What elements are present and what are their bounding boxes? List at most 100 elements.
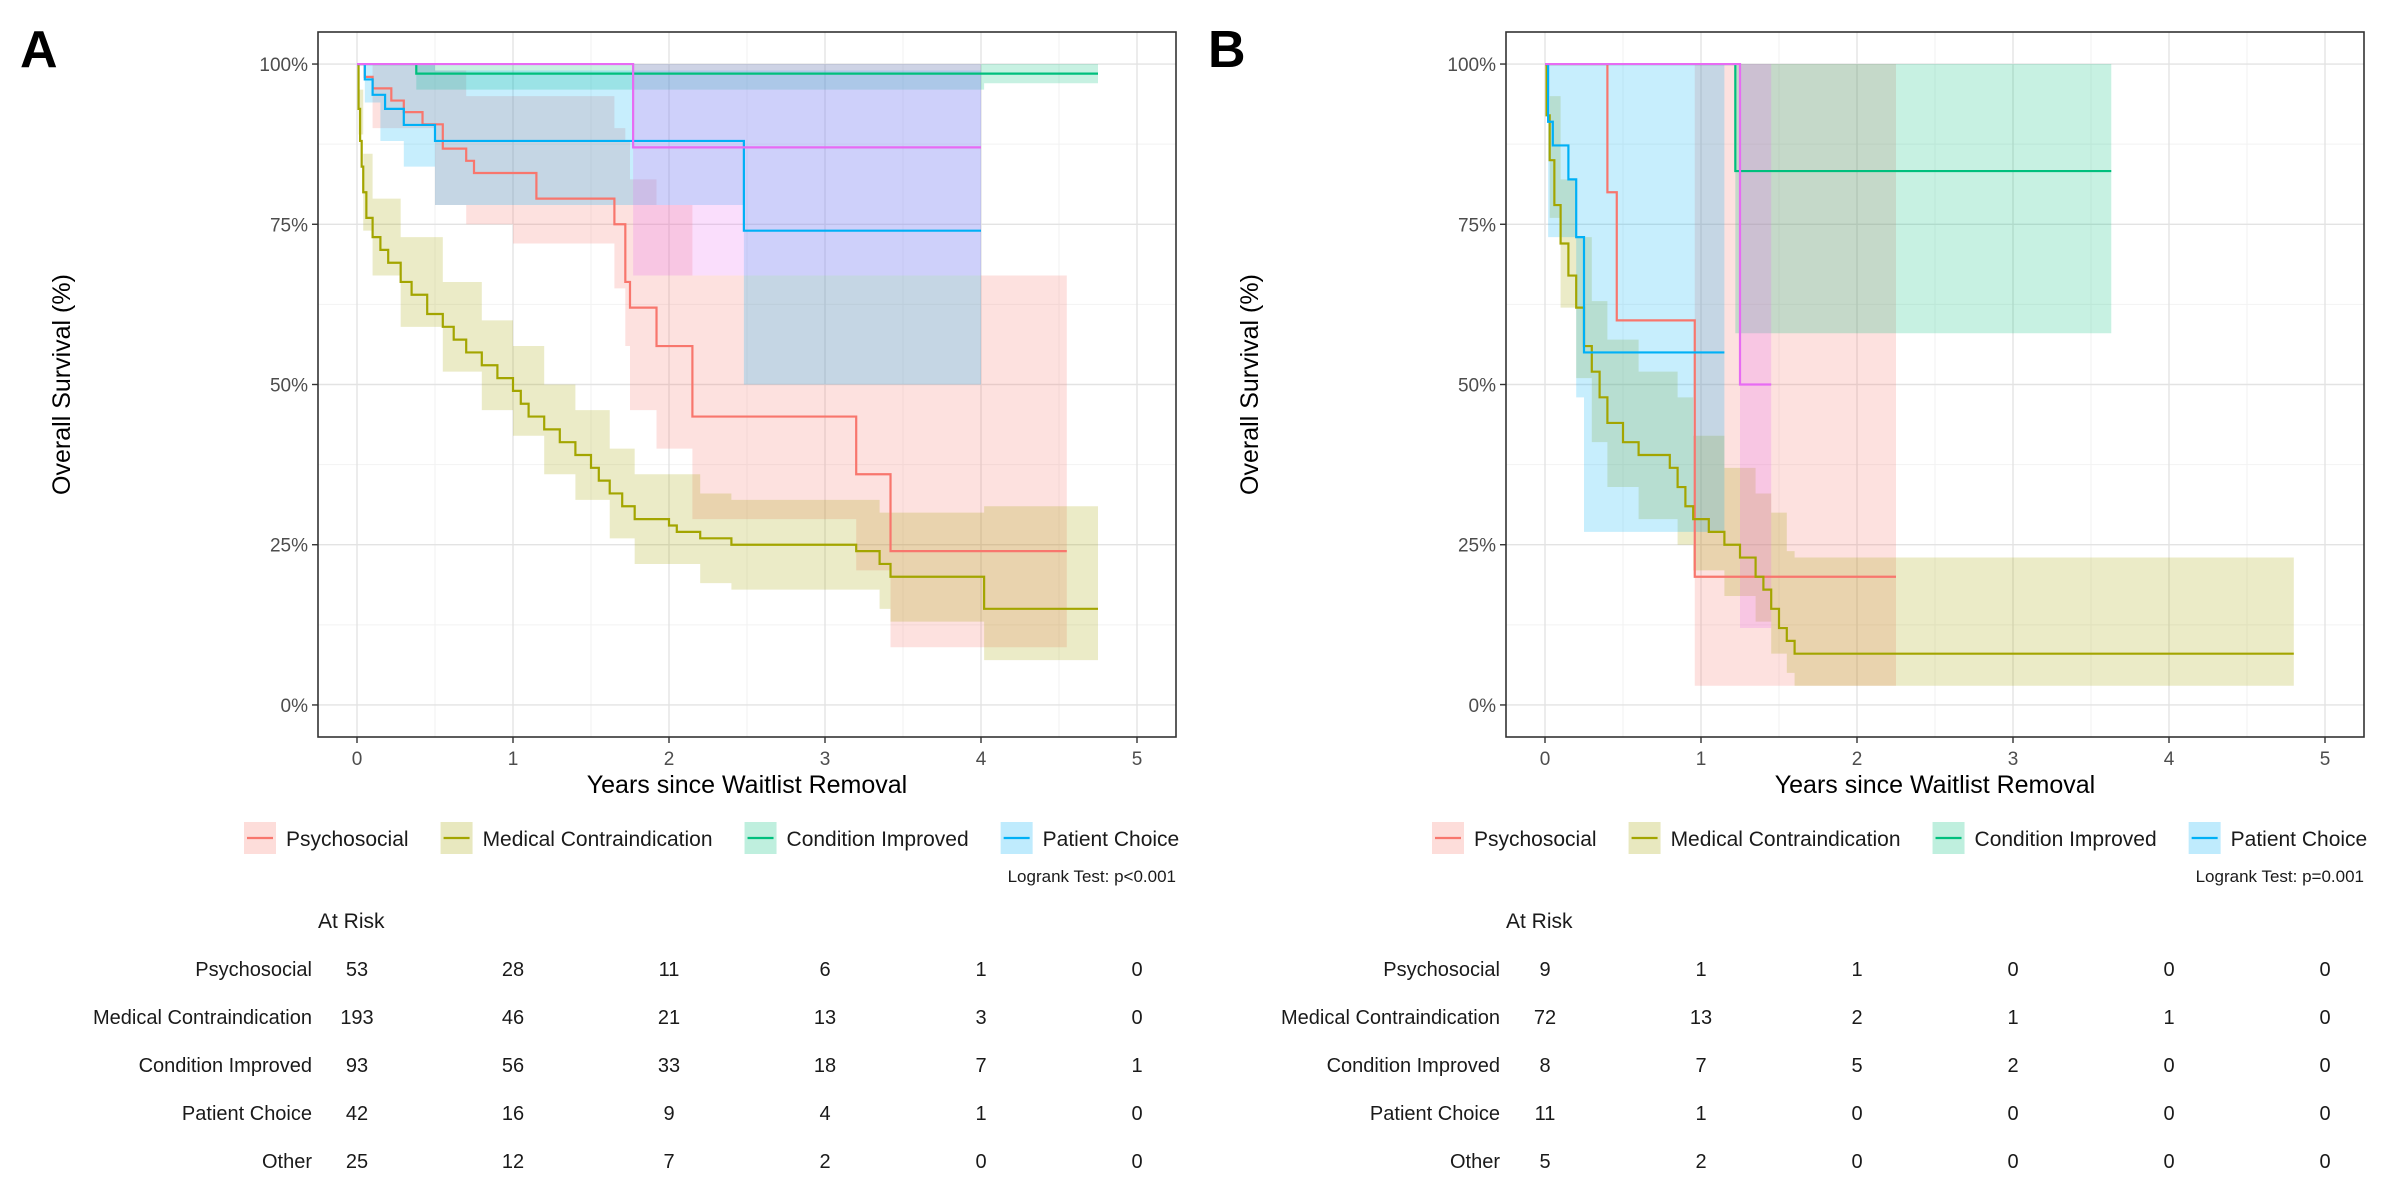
at-risk-value: 11 [659,959,680,981]
at-risk-value: 2 [2007,1055,2018,1077]
at-risk-value: 7 [663,1151,674,1173]
x-tick-label: 3 [820,749,831,770]
at-risk-value: 0 [1131,1151,1142,1173]
at-risk-value: 7 [1695,1055,1706,1077]
legend-label: Psychosocial [1474,828,1597,851]
at-risk-title: At Risk [318,910,385,933]
legend-label: Condition Improved [1975,828,2157,851]
at-risk-value: 0 [1131,959,1142,981]
x-axis-title: Years since Waitlist Removal [587,771,907,799]
at-risk-row: Condition Improved 8 7 5 2 0 0 [1327,1055,2331,1077]
legend-label: Psychosocial [286,828,409,851]
at-risk-value: 13 [814,1007,836,1029]
at-risk-value: 42 [346,1103,368,1125]
legend-label: Condition Improved [787,828,969,851]
at-risk-value: 33 [658,1055,680,1077]
at-risk-value: 28 [502,959,524,981]
y-tick-label: 25% [270,536,308,557]
at-risk-value: 0 [2163,1103,2174,1125]
legend-item: Other [1211,822,1306,854]
legend-item: Condition Improved [744,822,969,854]
legend-label: Other [1253,828,1306,851]
y-tick-label: 50% [270,376,308,397]
ci-band-patient-choice [357,64,981,385]
at-risk-value: 46 [502,1007,524,1029]
at-risk-value: 0 [975,1151,986,1173]
at-risk-value: 5 [1539,1151,1550,1173]
at-risk-value: 0 [2319,1007,2330,1029]
at-risk-value: 0 [1131,1103,1142,1125]
y-tick-label: 0% [281,696,309,717]
y-tick-label: 25% [1458,536,1496,557]
at-risk-value: 25 [346,1151,368,1173]
ci-band-medical-contraindication [1545,64,2294,686]
confidence-bands [1545,64,2294,686]
at-risk-value: 1 [1695,1103,1706,1125]
panel-letter: B [1208,21,1246,79]
legend-item: Patient Choice [1000,822,1179,854]
at-risk-value: 0 [2163,1055,2174,1077]
at-risk-label: Other [1450,1151,1500,1173]
at-risk-row: Patient Choice 42 16 9 4 1 0 [182,1103,1143,1125]
at-risk-value: 0 [2319,1103,2330,1125]
curve-psychosocial [357,62,1067,553]
survival-curves [357,62,1098,610]
legend-item: Medical Contraindication [1628,822,1901,854]
x-tick-label: 3 [2008,749,2019,770]
x-tick-label: 4 [2164,749,2175,770]
legend-label: Medical Contraindication [483,828,713,851]
legend-label: Patient Choice [2231,828,2368,851]
at-risk-value: 21 [658,1007,680,1029]
at-risk-row: Patient Choice 11 1 0 0 0 0 [1370,1103,2331,1125]
at-risk-value: 193 [340,1007,373,1029]
at-risk-value: 1 [1851,959,1862,981]
legend-item: Psychosocial [244,822,409,854]
curve-medical-contraindication [1545,62,2294,655]
at-risk-value: 18 [814,1055,836,1077]
at-risk-label: Medical Contraindication [93,1007,312,1029]
ci-band-condition-improved [357,64,1098,90]
at-risk-value: 0 [2163,959,2174,981]
y-tick-label: 100% [259,55,308,76]
x-tick-label: 0 [1540,749,1551,770]
legend-label: Medical Contraindication [1671,828,1901,851]
at-risk-row: Psychosocial 9 1 1 0 0 0 [1383,959,2330,981]
at-risk-label: Condition Improved [1327,1055,1500,1077]
at-risk-value: 0 [2007,959,2018,981]
confidence-bands [357,64,1098,661]
at-risk-label: Medical Contraindication [1281,1007,1500,1029]
at-risk-value: 93 [346,1055,368,1077]
at-risk-value: 2 [1851,1007,1862,1029]
at-risk-value: 13 [1690,1007,1712,1029]
curve-patient-choice [357,62,981,232]
axes: 0 1 2 3 4 50%25%50%75%100% [259,55,1142,770]
at-risk-value: 16 [502,1103,524,1125]
at-risk-value: 9 [663,1103,674,1125]
y-tick-label: 50% [1458,376,1496,397]
x-tick-label: 4 [976,749,987,770]
curve-patient-choice [1545,62,1725,354]
ci-band-medical-contraindication [357,64,1098,661]
at-risk-value: 4 [819,1103,830,1125]
legend-item: Patient Choice [2188,822,2368,854]
x-tick-label: 2 [1852,749,1863,770]
legend-item: Psychosocial [1432,822,1597,854]
x-tick-label: 2 [664,749,675,770]
ci-band-psychosocial [357,64,1067,648]
curve-other [357,62,981,149]
x-tick-label: 5 [2320,749,2331,770]
logrank-test: Logrank Test: p<0.001 [1008,867,1176,886]
at-risk-value: 1 [2007,1007,2018,1029]
ci-band-psychosocial [1545,64,1896,686]
at-risk-value: 8 [1539,1055,1550,1077]
at-risk-value: 0 [2319,959,2330,981]
at-risk-value: 5 [1851,1055,1862,1077]
at-risk-label: Other [262,1151,312,1173]
at-risk-row: Psychosocial 53 28 11 6 1 0 [195,959,1142,981]
at-risk-value: 0 [2319,1055,2330,1077]
grid [1506,32,2364,737]
curve-other [1545,62,1772,386]
legend-key [1211,822,1243,854]
